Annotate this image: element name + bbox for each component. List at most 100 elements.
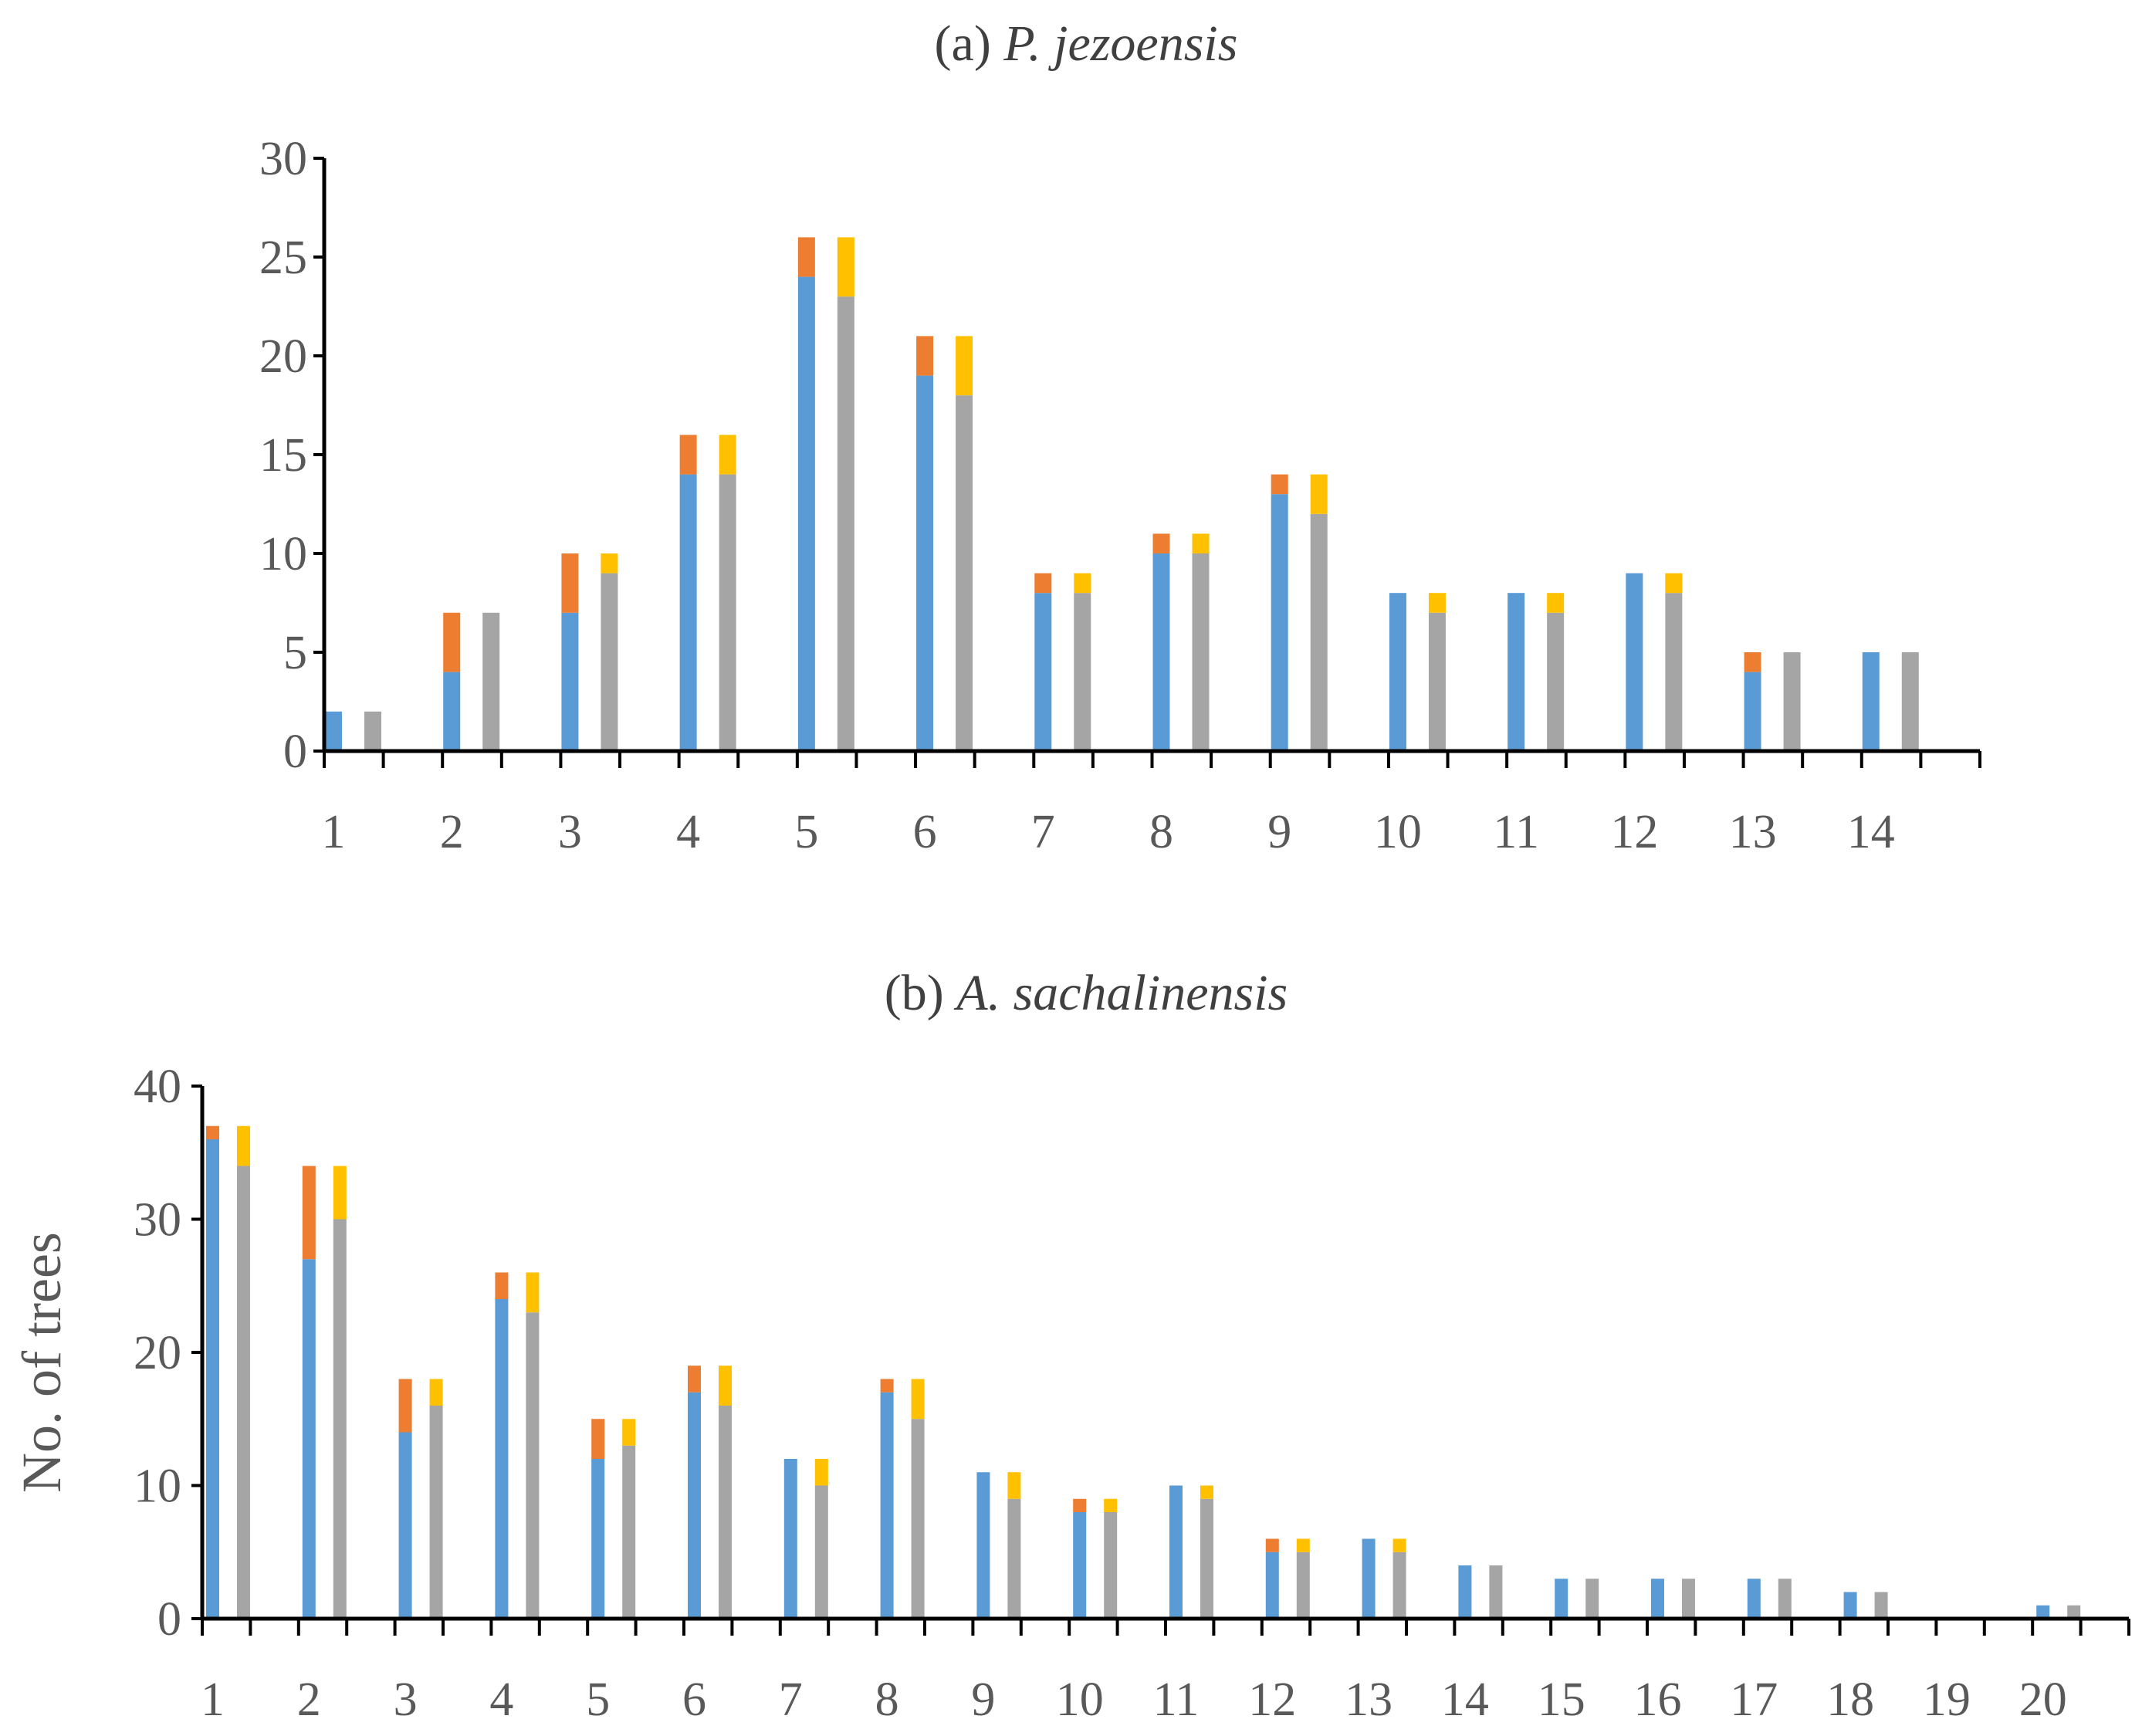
- panel-b-bar-gray-13: [1392, 1552, 1406, 1619]
- panel-b-bar-gray-4: [526, 1312, 540, 1619]
- panel-b-bar-blue-20: [2036, 1605, 2050, 1619]
- panel-a-bar-orange-13: [1744, 652, 1761, 672]
- panel-b-bar-orange-5: [591, 1419, 605, 1459]
- panel-b-y-axis-label: No. of trees: [11, 1232, 73, 1493]
- panel-a-bar-gray-5: [837, 296, 854, 751]
- panel-a-bar-blue-11: [1508, 593, 1525, 751]
- panel-a-y-tick-label: 5: [283, 627, 307, 679]
- panel-b-x-tick-label: 6: [682, 1673, 706, 1726]
- panel-b-bar-yellow-3: [429, 1379, 443, 1406]
- panel-b-bar-blue-5: [591, 1459, 605, 1619]
- panel-a-bar-gray-13: [1783, 652, 1801, 751]
- panel-a-bar-gray-1: [364, 711, 381, 751]
- panel-b-y-tick-label: 10: [134, 1460, 181, 1513]
- panel-b-bar-blue-6: [688, 1392, 701, 1619]
- panel-b-x-tick-label: 11: [1153, 1673, 1200, 1726]
- panel-b-bar-blue-8: [880, 1392, 894, 1619]
- panel-b-bar-gray-2: [333, 1219, 347, 1619]
- panel-b-bar-yellow-12: [1296, 1538, 1310, 1552]
- panel-b-bar-yellow-13: [1392, 1538, 1406, 1552]
- panel-a-bar-blue-12: [1626, 573, 1643, 751]
- panel-b-x-tick-label: 19: [1923, 1673, 1971, 1726]
- panel-a-bar-blue-10: [1389, 593, 1406, 751]
- panel-b-x-tick-label: 15: [1538, 1673, 1585, 1726]
- panel-b-bar-blue-11: [1169, 1485, 1183, 1619]
- panel-b-bar-orange-3: [398, 1379, 412, 1433]
- panel-b-x-tick-label: 10: [1056, 1673, 1104, 1726]
- panel-b-x-tick-label: 14: [1441, 1673, 1489, 1726]
- panel-a-bar-yellow-5: [837, 237, 854, 297]
- panel-b-bar-gray-1: [237, 1166, 250, 1619]
- panel-b-bar-orange-8: [880, 1379, 894, 1393]
- panel-b-bar-blue-1: [206, 1139, 219, 1619]
- panel-b-bar-gray-9: [1007, 1498, 1021, 1619]
- panel-a-bar-gray-9: [1310, 513, 1328, 751]
- panel-b-bar-blue-13: [1362, 1538, 1376, 1619]
- panel-b-bar-orange-12: [1265, 1538, 1279, 1552]
- panel-a-y-tick-label: 30: [259, 133, 307, 185]
- panel-b-bar-blue-12: [1265, 1552, 1279, 1619]
- panel-a-bar-blue-13: [1744, 672, 1761, 751]
- panel-a-y-tick-label: 0: [283, 726, 307, 778]
- panel-b-bar-gray-7: [814, 1485, 828, 1619]
- panel-b-x-tick-label: 17: [1730, 1673, 1778, 1726]
- panel-a-x-tick-label: 8: [1149, 806, 1173, 858]
- panel-b-x-tick-label: 18: [1826, 1673, 1874, 1726]
- panel-a-bar-yellow-7: [1074, 573, 1091, 594]
- panel-a-x-tick-label: 4: [676, 806, 700, 858]
- panel-a-bar-orange-4: [679, 435, 697, 475]
- panel-b-bar-yellow-11: [1200, 1485, 1213, 1499]
- panel-b-bar-yellow-7: [814, 1459, 828, 1486]
- panel-a-x-tick-label: 1: [322, 806, 346, 858]
- panel-a-bar-gray-6: [956, 395, 973, 751]
- panel-b-bar-gray-20: [2067, 1605, 2081, 1619]
- panel-a-bar-blue-14: [1862, 652, 1880, 751]
- panel-a-bar-orange-2: [443, 612, 461, 672]
- panel-a-x-tick-label: 2: [440, 806, 464, 858]
- panel-a-bar-yellow-6: [956, 336, 973, 396]
- panel-b-bar-blue-14: [1458, 1565, 1472, 1619]
- panel-a-x-tick-label: 13: [1729, 806, 1777, 858]
- panel-a-bar-gray-4: [719, 474, 736, 751]
- panel-a-bar-yellow-9: [1310, 474, 1328, 514]
- panel-b-bar-gray-12: [1296, 1552, 1310, 1619]
- panel-a-x-tick-label: 11: [1493, 806, 1539, 858]
- panel-b-x-tick-label: 20: [2019, 1673, 2067, 1726]
- panel-a-bar-blue-4: [679, 474, 697, 751]
- panel-a-x-tick-label: 9: [1267, 806, 1291, 858]
- panel-b-bar-blue-9: [976, 1472, 990, 1619]
- panel-b-x-tick-label: 8: [875, 1673, 899, 1726]
- panel-b-bar-yellow-2: [333, 1166, 347, 1220]
- panel-b-bar-gray-10: [1104, 1512, 1118, 1619]
- panel-a-x-tick-label: 14: [1847, 806, 1895, 858]
- panel-b-bar-gray-3: [429, 1406, 443, 1619]
- panel-b-bar-gray-14: [1489, 1565, 1503, 1619]
- panel-b-x-tick-label: 5: [586, 1673, 610, 1726]
- panel-b-bar-yellow-8: [911, 1379, 925, 1420]
- panel-b-chart: (b) A. sachalinensis No. of trees 0 10 20 3…: [11, 965, 2130, 1726]
- panel-a-bar-blue-5: [797, 276, 815, 752]
- panel-a-bar-orange-8: [1152, 533, 1170, 553]
- panel-a-bar-orange-9: [1271, 474, 1288, 495]
- panel-b-title: (b) A. sachalinensis: [885, 965, 1288, 1021]
- panel-a-bar-gray-11: [1547, 612, 1565, 751]
- panel-a-bar-blue-9: [1271, 494, 1288, 751]
- panel-a-bar-gray-10: [1428, 612, 1446, 751]
- panel-a-bar-blue-8: [1152, 553, 1170, 751]
- panel-a-bar-blue-7: [1034, 593, 1052, 751]
- panel-a-bar-yellow-4: [719, 435, 736, 475]
- panel-a-bar-orange-5: [797, 237, 815, 277]
- panel-b-x-tick-label: 9: [971, 1673, 995, 1726]
- panel-b-bar-gray-5: [622, 1445, 636, 1619]
- panel-a-x-tick-label: 7: [1031, 806, 1055, 858]
- panel-b-bar-orange-4: [495, 1272, 509, 1299]
- panel-b-bar-gray-15: [1585, 1579, 1599, 1619]
- panel-b-bar-gray-16: [1682, 1579, 1695, 1619]
- panel-b-bar-yellow-4: [526, 1272, 540, 1313]
- panel-a-bar-blue-6: [916, 375, 934, 751]
- panel-a-bar-blue-2: [443, 672, 461, 751]
- panel-a-bar-gray-7: [1074, 593, 1091, 751]
- panel-b-bar-blue-10: [1073, 1512, 1087, 1619]
- panel-b-bar-yellow-9: [1007, 1472, 1021, 1499]
